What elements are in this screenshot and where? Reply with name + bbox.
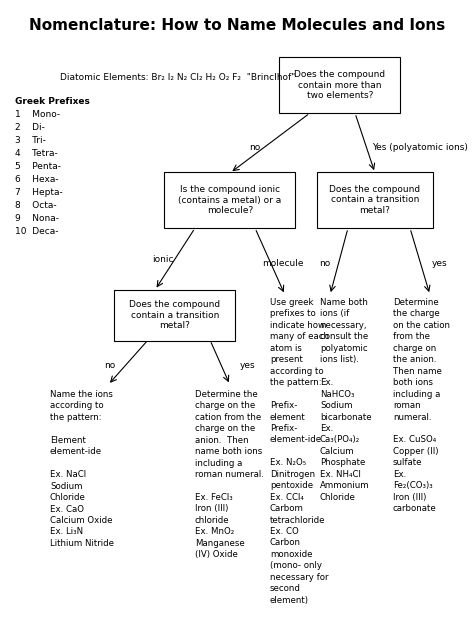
Text: 7    Hepta-: 7 Hepta- (15, 188, 63, 197)
FancyBboxPatch shape (317, 172, 433, 228)
Text: Name the ions
according to
the pattern:

Element
element-ide

Ex. NaCl
Sodium
Ch: Name the ions according to the pattern: … (50, 390, 114, 548)
Text: Does the compound
contain a transition
metal?: Does the compound contain a transition m… (329, 185, 420, 215)
Text: Does the compound
contain a transition
metal?: Does the compound contain a transition m… (129, 300, 220, 330)
Text: Nomenclature: How to Name Molecules and Ions: Nomenclature: How to Name Molecules and … (29, 18, 445, 33)
Text: no: no (249, 143, 261, 152)
Text: 4    Tetra-: 4 Tetra- (15, 149, 58, 158)
Text: yes: yes (240, 360, 256, 369)
Text: Is the compound ionic
(contains a metal) or a
molecule?: Is the compound ionic (contains a metal)… (178, 185, 282, 215)
Text: 10  Deca-: 10 Deca- (15, 227, 58, 236)
Text: Name both
ions (if
necessary,
consult the
polyatomic
ions list).

Ex.
NaHCO₃
Sod: Name both ions (if necessary, consult th… (320, 298, 372, 502)
Text: no: no (104, 360, 116, 369)
FancyBboxPatch shape (115, 289, 236, 340)
Text: molecule: molecule (262, 259, 304, 267)
Text: no: no (319, 259, 331, 267)
Text: Does the compound
contain more than
two elements?: Does the compound contain more than two … (294, 70, 385, 100)
Text: ionic: ionic (152, 255, 174, 265)
Text: 3    Tri-: 3 Tri- (15, 136, 46, 145)
Text: yes: yes (432, 259, 448, 267)
Text: 9    Nona-: 9 Nona- (15, 214, 59, 223)
Text: 8    Octa-: 8 Octa- (15, 201, 56, 210)
FancyBboxPatch shape (280, 57, 401, 113)
Text: 6    Hexa-: 6 Hexa- (15, 175, 59, 184)
Text: Diatomic Elements: Br₂ I₂ N₂ Cl₂ H₂ O₂ F₂  "Brinclhof": Diatomic Elements: Br₂ I₂ N₂ Cl₂ H₂ O₂ F… (60, 73, 295, 82)
Text: Determine the
charge on the
cation from the
charge on the
anion.  Then
name both: Determine the charge on the cation from … (195, 390, 264, 559)
Text: 5    Penta-: 5 Penta- (15, 162, 61, 171)
Text: 2    Di-: 2 Di- (15, 123, 45, 132)
Text: Greek Prefixes: Greek Prefixes (15, 97, 90, 106)
Text: 1    Mono-: 1 Mono- (15, 110, 60, 119)
Text: Use greek
prefixes to
indicate how
many of each
atom is
present
according to
the: Use greek prefixes to indicate how many … (270, 298, 329, 604)
Text: Determine
the charge
on the cation
from the
charge on
the anion.
Then name
both : Determine the charge on the cation from … (393, 298, 450, 513)
FancyBboxPatch shape (164, 172, 295, 228)
Text: Yes (polyatomic ions): Yes (polyatomic ions) (372, 143, 468, 152)
